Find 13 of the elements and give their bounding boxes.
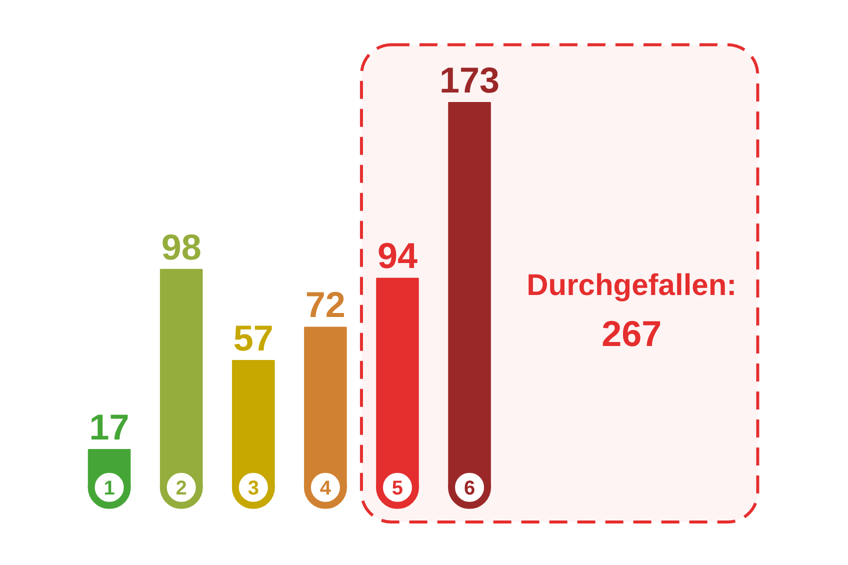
data-label: 17 xyxy=(89,406,130,448)
x-tick-label: 5 xyxy=(392,477,404,500)
x-tick-label: 3 xyxy=(248,477,259,500)
x-tick-label: 6 xyxy=(464,477,476,500)
band-label: Durchgefallen: 267 xyxy=(526,268,737,354)
data-label: 173 xyxy=(439,59,500,100)
data-label: 72 xyxy=(305,284,346,326)
x-tick-label: 1 xyxy=(104,477,115,500)
data-label: 57 xyxy=(233,318,274,359)
data-label: 98 xyxy=(161,226,202,268)
data-label: 94 xyxy=(377,235,418,276)
x-tick-label: 2 xyxy=(176,477,187,500)
x-tick-label: 4 xyxy=(320,477,332,500)
